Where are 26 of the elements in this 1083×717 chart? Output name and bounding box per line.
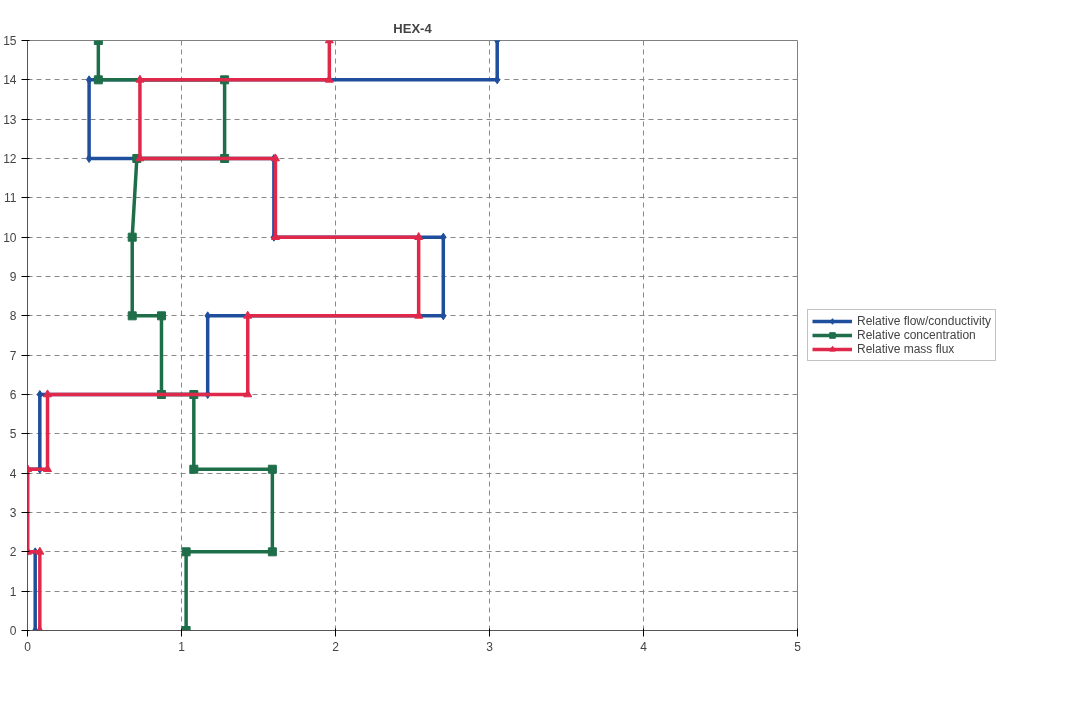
y-tick-label: 7 [9, 348, 17, 363]
y-tick-label: 1 [9, 584, 17, 599]
x-tick-label: 4 [640, 639, 648, 654]
y-tick-label: 6 [9, 388, 17, 402]
x-tick-label: 2 [332, 639, 340, 654]
x-tick-label: 0 [24, 639, 32, 654]
y-tick-label: 2 [9, 545, 17, 560]
y-tick-label: 14 [3, 73, 17, 88]
y-tick-label: 8 [9, 309, 17, 324]
y-tick-label: 0 [9, 624, 17, 638]
x-tick-label: 5 [794, 639, 802, 654]
y-tick-label: 13 [3, 112, 17, 127]
legend-label: Relative mass flux [857, 342, 955, 356]
legend-label: Relative concentration [857, 328, 976, 342]
chart-title: HEX-4 [393, 20, 433, 36]
x-tick-label: 1 [178, 639, 186, 654]
y-tick-label: 12 [3, 152, 17, 166]
y-tick-label: 11 [4, 191, 17, 206]
y-tick-label: 4 [9, 466, 17, 481]
x-tick-label: 3 [486, 639, 494, 654]
y-tick-label: 3 [9, 506, 17, 520]
y-tick-label: 10 [3, 230, 17, 245]
y-tick-label: 9 [9, 270, 17, 284]
y-tick-label: 5 [9, 427, 17, 442]
y-tick-label: 15 [3, 34, 17, 48]
legend-label: Relative flow/conductivity [857, 314, 992, 328]
